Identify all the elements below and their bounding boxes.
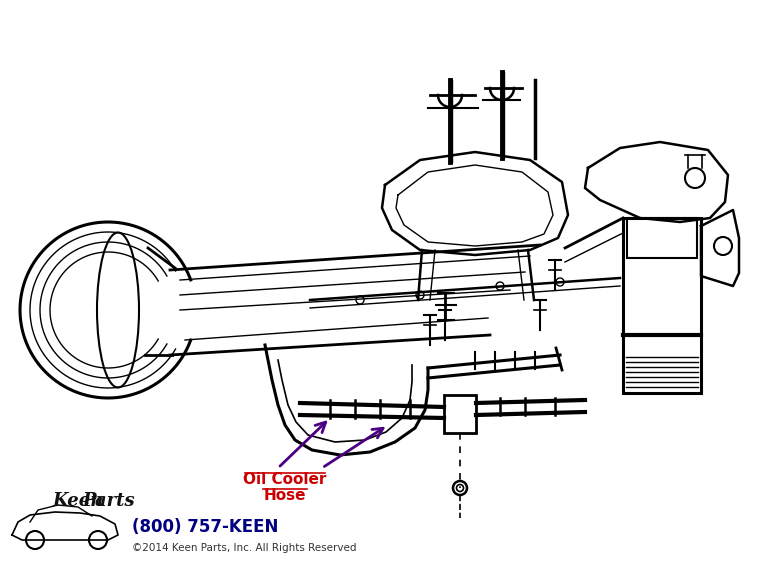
- Text: Oil Cooler: Oil Cooler: [243, 472, 326, 487]
- Bar: [444, 395, 476, 433]
- Bar: [623, 218, 701, 393]
- Text: (800) 757-KEEN: (800) 757-KEEN: [132, 518, 279, 536]
- Text: Keen: Keen: [52, 492, 103, 510]
- Bar: [627, 218, 697, 258]
- Text: Parts: Parts: [82, 492, 135, 510]
- Text: Hose: Hose: [264, 488, 306, 503]
- Text: ©2014 Keen Parts, Inc. All Rights Reserved: ©2014 Keen Parts, Inc. All Rights Reserv…: [132, 543, 357, 553]
